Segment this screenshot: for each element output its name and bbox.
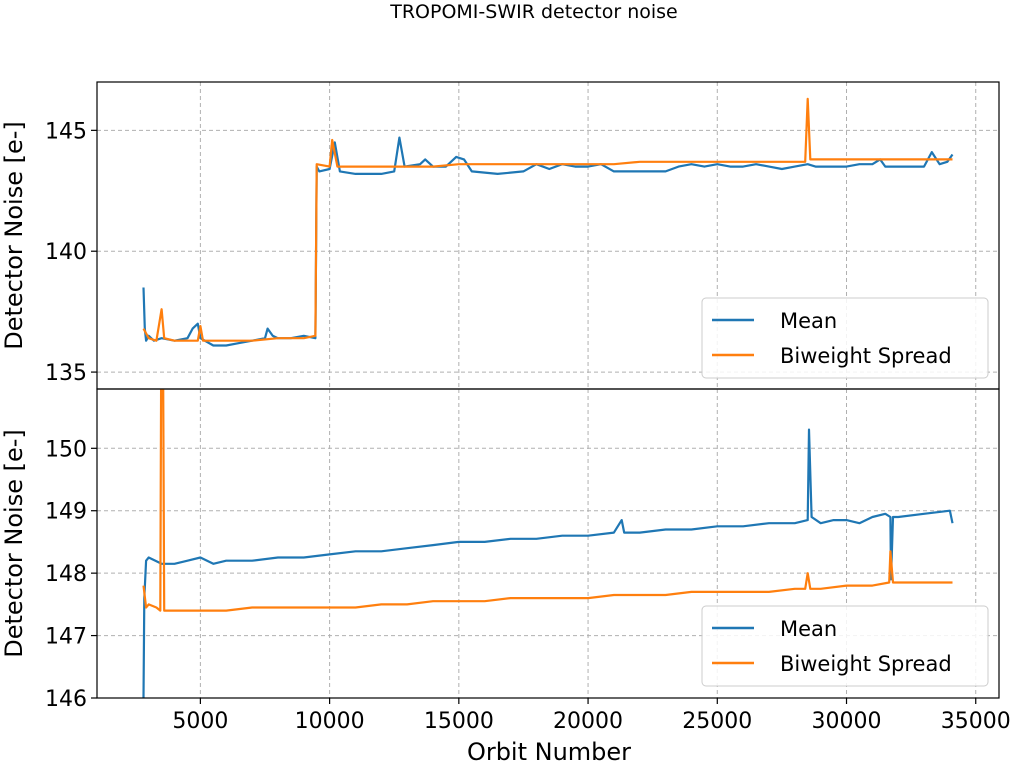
y-tick-label: 146 — [45, 687, 87, 712]
series-line-mean — [142, 136, 954, 347]
x-tick-label: 15000 — [424, 709, 494, 734]
x-tick-label: 25000 — [682, 709, 752, 734]
series-line-mean — [142, 428, 954, 698]
bottom-panel: 146 147 148 149 150 5000 10000 15000 20000 25000 3… — [0, 388, 1011, 734]
figure-title: TROPOMI-SWIR detector noise — [389, 1, 678, 23]
y-tick-label: 148 — [45, 562, 87, 587]
series-group — [142, 97, 954, 347]
x-tick-label: 30000 — [812, 709, 882, 734]
y-tick-label: 147 — [45, 625, 87, 650]
x-tick-label: 20000 — [553, 709, 623, 734]
y-tick-label: 145 — [45, 119, 87, 144]
legend: Mean Biweight Spread — [701, 297, 989, 379]
y-axis-label: Detector Noise [e-] — [0, 429, 28, 658]
top-panel: 135 140 145 Detector Noise [e-] Mean Biweight… — [0, 81, 1000, 390]
y-tick-label: 140 — [45, 240, 87, 265]
y-tick-label: 150 — [45, 437, 87, 462]
series-group — [142, 389, 954, 698]
y-tick-label: 135 — [45, 361, 87, 386]
legend: Mean Biweight Spread — [701, 605, 989, 687]
series-line-biweight-spread — [142, 97, 953, 342]
legend-label: Biweight Spread — [780, 652, 952, 676]
legend-label: Mean — [780, 309, 837, 333]
axes-frame — [96, 388, 1000, 699]
legend-label: Mean — [780, 617, 837, 641]
y-axis-label: Detector Noise [e-] — [0, 121, 28, 350]
x-tick-label: 35000 — [941, 709, 1011, 734]
x-tick-label: 10000 — [295, 709, 365, 734]
series-line-biweight-spread — [142, 389, 953, 612]
x-tick-label: 5000 — [172, 709, 228, 734]
y-tick-label: 149 — [45, 500, 87, 525]
legend-label: Biweight Spread — [780, 344, 952, 368]
x-axis-label: Orbit Number — [467, 738, 631, 764]
